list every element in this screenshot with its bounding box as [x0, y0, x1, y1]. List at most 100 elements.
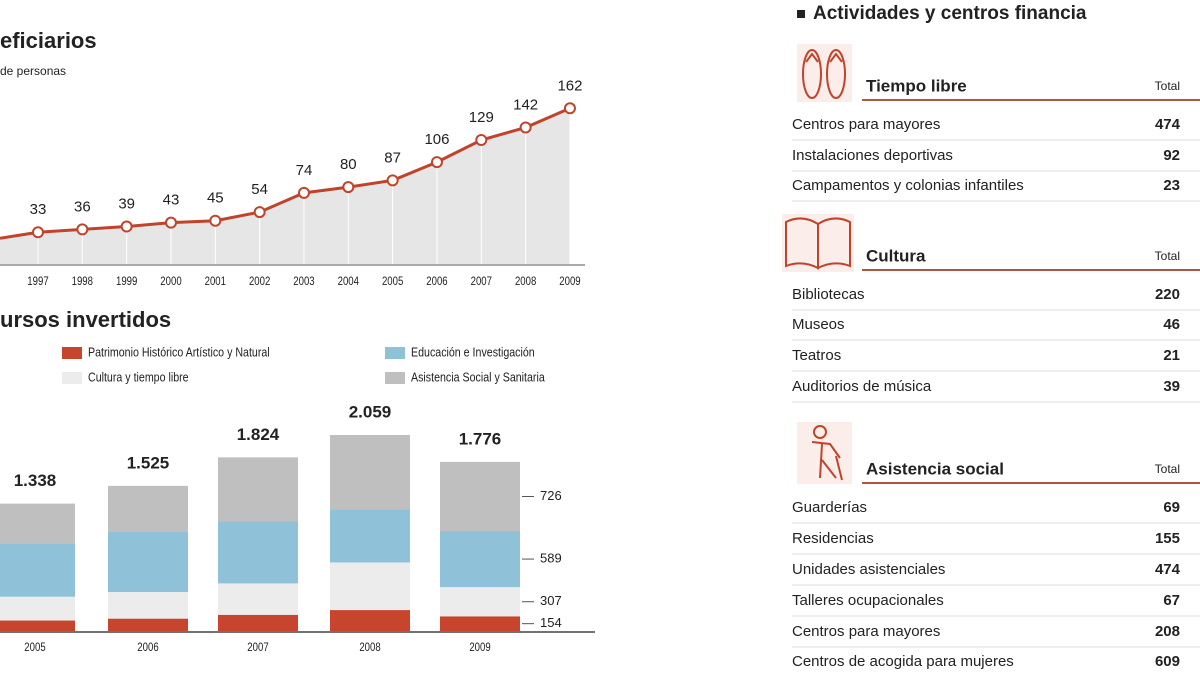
total-label: 1.525: [127, 453, 170, 472]
legend-swatch: [385, 372, 405, 384]
point: [32, 226, 44, 239]
row-value: 67: [1163, 592, 1180, 609]
x-tick-label: 2008: [515, 275, 536, 288]
row-value: 155: [1155, 530, 1180, 547]
value-label: 33: [30, 201, 47, 218]
x-tick-label: 2005: [382, 275, 403, 288]
x-tick-label: 2001: [205, 275, 226, 288]
point: [342, 181, 355, 194]
bar-segment: [218, 583, 298, 615]
bar-segment: [108, 618, 188, 631]
row-label: Centros de acogida para mujeres: [792, 653, 1014, 670]
chart-subtitle: de personas: [0, 64, 66, 78]
sandals-icon: [797, 44, 852, 102]
title-bullet: [797, 10, 805, 18]
row-label: Residencias: [792, 530, 874, 547]
person-icon: [797, 422, 852, 484]
bar-segment: [330, 562, 410, 611]
row-value: 21: [1163, 347, 1180, 364]
chart-title: ursos invertidos: [0, 307, 171, 332]
row-value: 23: [1163, 177, 1180, 194]
x-tick-label: 2009: [559, 275, 580, 288]
row-label: Talleres ocupacionales: [792, 592, 944, 609]
legend-swatch: [62, 347, 82, 359]
x-tick-label: 2006: [137, 641, 158, 654]
value-label: 129: [469, 109, 494, 126]
chart-title: eficiarios: [0, 28, 97, 53]
section-title: Tiempo libre: [866, 76, 967, 95]
total-header: Total: [1155, 79, 1180, 93]
value-label: 43: [163, 192, 180, 209]
bar-segment: [218, 457, 298, 522]
x-tick-label: 2008: [359, 641, 380, 654]
row-label: Unidades asistenciales: [792, 561, 945, 578]
row-label: Bibliotecas: [792, 286, 865, 303]
value-label: 142: [513, 96, 538, 113]
point: [519, 121, 532, 134]
x-tick-label: 2004: [338, 275, 359, 288]
book-icon: [782, 214, 854, 272]
bar-segment: [108, 485, 188, 532]
legend-label: Educación e Investigación: [411, 344, 535, 359]
bar-segment: [218, 614, 298, 631]
bar-segment: [0, 620, 75, 631]
bar-segment: [440, 531, 520, 588]
legend-swatch: [385, 347, 405, 359]
total-label: 1.824: [237, 425, 280, 444]
row-label: Centros para mayores: [792, 623, 940, 640]
point: [430, 156, 443, 169]
bar-segment: [0, 596, 75, 621]
line: [0, 106, 571, 240]
segment-label: 589: [540, 551, 562, 566]
total-header: Total: [1155, 462, 1180, 476]
bar-segment: [440, 587, 520, 617]
row-value: 609: [1155, 653, 1180, 670]
bar-segment: [440, 616, 520, 631]
point: [386, 174, 399, 187]
row-value: 474: [1155, 116, 1181, 133]
value-label: 36: [74, 198, 91, 215]
bar-segment: [330, 509, 410, 563]
x-tick-label: 1998: [72, 275, 93, 288]
row-label: Instalaciones deportivas: [792, 147, 953, 164]
segment-label: 726: [540, 488, 562, 503]
area: [0, 108, 570, 264]
bar-segment: [330, 610, 410, 631]
value-label: 39: [118, 195, 135, 212]
legend-label: Asistencia Social y Sanitaria: [411, 369, 545, 384]
point: [475, 134, 488, 147]
row-label: Centros para mayores: [792, 116, 940, 133]
row-label: Teatros: [792, 347, 841, 364]
bar-segment: [108, 531, 188, 592]
bar-segment: [330, 434, 410, 510]
bar-segment: [0, 503, 75, 544]
x-tick-label: 2000: [160, 275, 181, 288]
row-value: 208: [1155, 623, 1180, 640]
bar-segment: [218, 521, 298, 584]
point: [76, 223, 89, 236]
bar-segment: [440, 461, 520, 532]
point: [253, 206, 266, 219]
legend-swatch: [62, 372, 82, 384]
x-tick-label: 2005: [24, 641, 45, 654]
x-tick-label: 2002: [249, 275, 270, 288]
x-tick-label: 2006: [426, 275, 447, 288]
row-value: 474: [1155, 561, 1181, 578]
row-value: 46: [1163, 316, 1180, 333]
row-label: Guarderías: [792, 499, 867, 516]
x-tick-label: 2003: [293, 275, 314, 288]
value-label: 74: [296, 162, 313, 179]
value-label: 80: [340, 156, 357, 173]
x-tick-label: 2007: [471, 275, 492, 288]
row-value: 220: [1155, 286, 1180, 303]
value-label: 162: [557, 77, 582, 94]
point: [563, 102, 576, 115]
section-title: Cultura: [866, 246, 926, 265]
total-label: 1.338: [14, 471, 57, 490]
section-title: Asistencia social: [866, 459, 1004, 478]
point: [209, 214, 222, 227]
row-label: Campamentos y colonias infantiles: [792, 177, 1024, 194]
segment-label: 307: [540, 593, 562, 608]
